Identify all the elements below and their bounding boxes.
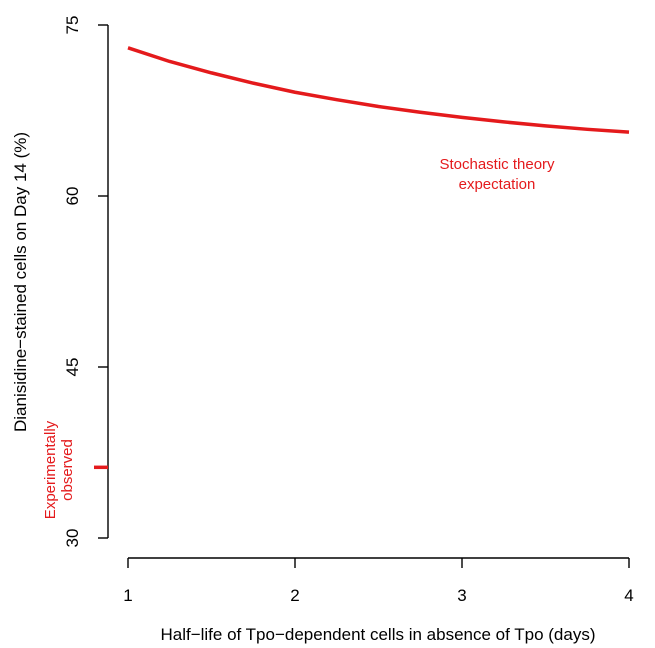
x-tick-label: 4 (624, 586, 633, 605)
x-ticks: 1 2 3 4 (123, 558, 634, 605)
y-tick-label: 30 (63, 529, 82, 548)
x-tick-label: 2 (290, 586, 299, 605)
y-tick-label: 45 (63, 358, 82, 377)
observed-label-line2: observed (59, 439, 76, 501)
y-ticks: 30 45 60 75 (63, 16, 108, 548)
x-axis-title: Half−life of Tpo−dependent cells in abse… (160, 625, 595, 644)
theory-label-line2: expectation (459, 176, 536, 193)
y-axis-title: Dianisidine−stained cells on Day 14 (%) (11, 132, 30, 432)
observed-label-line1: Experimentally (42, 420, 59, 519)
y-tick-label: 75 (63, 16, 82, 35)
x-tick-label: 1 (123, 586, 132, 605)
theory-label-line1: Stochastic theory (439, 156, 555, 173)
x-tick-label: 3 (457, 586, 466, 605)
series-layer (127, 46, 630, 134)
y-tick-label: 60 (63, 187, 82, 206)
series-line (127, 46, 630, 134)
